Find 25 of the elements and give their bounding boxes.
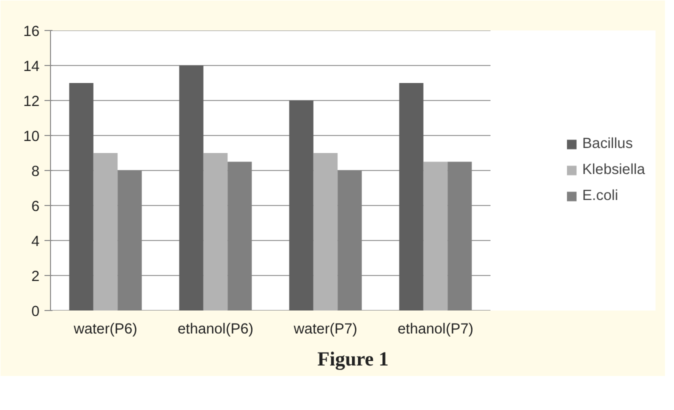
bar: [69, 83, 94, 310]
y-tick-label: 4: [31, 234, 40, 250]
bar: [203, 153, 228, 310]
y-tick-label: 14: [23, 59, 40, 75]
bar: [93, 153, 118, 310]
y-tick-label: 6: [31, 199, 40, 215]
y-tick-label: 2: [31, 269, 40, 285]
bar: [423, 162, 448, 310]
y-tick-label: 16: [23, 24, 40, 40]
x-tick-label: water(P7): [292, 322, 358, 338]
y-tick-label: 8: [31, 164, 40, 180]
bar: [313, 153, 338, 310]
x-tick-label: water(P6): [72, 322, 138, 338]
legend-label: Klebsiella: [582, 162, 645, 178]
legend-label: E.coli: [582, 188, 618, 204]
y-tick-label: 12: [23, 94, 40, 110]
x-tick-label: ethanol(P6): [178, 322, 254, 338]
y-tick-label: 10: [23, 129, 40, 145]
bar: [179, 66, 204, 310]
bar: [399, 83, 424, 310]
y-tick-label: 0: [31, 304, 40, 320]
caption: Figure 1: [317, 348, 389, 370]
x-tick-label: ethanol(P7): [398, 322, 474, 338]
legend-label: Bacillus: [582, 136, 633, 152]
bar: [289, 100, 314, 310]
